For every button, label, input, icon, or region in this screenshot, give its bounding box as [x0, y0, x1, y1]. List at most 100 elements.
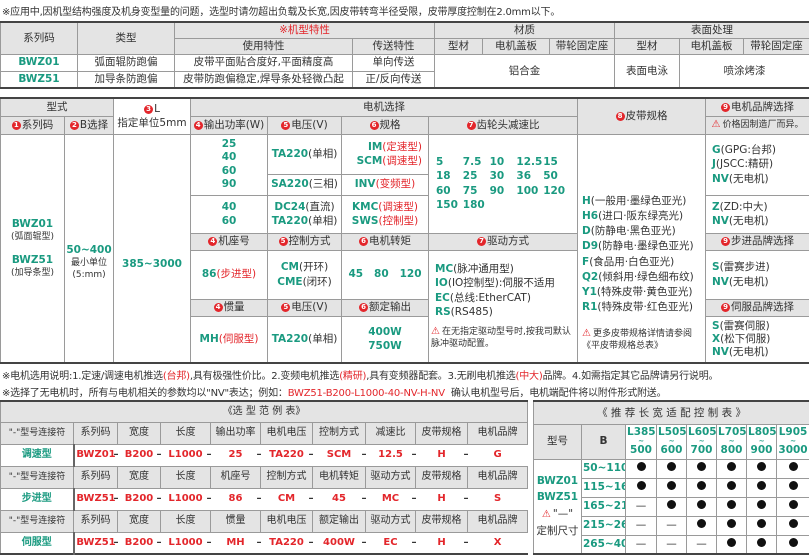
ratio-value: 180 [462, 198, 485, 211]
series-code: BWZ01 [11, 217, 54, 230]
custom-dash: — [696, 538, 707, 551]
marker-icon: 5 [281, 120, 291, 130]
label: 更多皮带规格详情请参阅《平皮带规格总表》 [582, 329, 692, 352]
h-rated: 6 额定输出 [341, 298, 429, 317]
brand-a: G(GPG:台邦) J(JSCC:精研) NV(无电机) [705, 133, 809, 196]
tilde: ~ [698, 436, 705, 445]
code: NV [712, 345, 729, 358]
available-dot-icon [727, 462, 736, 472]
example-code: 25 [211, 444, 261, 466]
code: NV [712, 275, 729, 288]
belt-item: F(食品用·白色亚光) [582, 255, 704, 270]
spec-a1: IM(定速型) SCM(调速型) [341, 133, 429, 175]
belt-item: R1(特殊皮带·红色亚光) [582, 300, 704, 315]
available-dot-icon [788, 538, 798, 548]
fit-cell: — [656, 515, 687, 536]
h-inertia: 4 惯量 [190, 298, 268, 317]
power-value: 25 [221, 138, 237, 151]
label: 电压(V) [291, 118, 328, 131]
code: MH [199, 333, 219, 346]
h-seat: 带轮固定座 [549, 37, 615, 55]
desc: (无电机) [728, 215, 769, 227]
label: 输出功率(W) [203, 118, 265, 131]
h-ratio: 7 齿轮头减速比 [428, 115, 578, 135]
desc: (变频型) [375, 178, 416, 191]
recommend-table: 《 推 荐 长 宽 适 配 控 制 表 》 型号 B L385 ~500 L505 ~… [532, 400, 809, 555]
label: "—" [552, 508, 574, 521]
recommend-row: BWZ01 BWZ51 ⚠ "—" 定制尺寸 50~110 [533, 458, 809, 555]
marker-icon: 5 [281, 303, 291, 313]
available-dot-icon [697, 481, 706, 491]
belt-cell: H(一般用·墨绿色亚光) H6(进口·阪东绿亮光) D(防静电·黑色亚光) D9(防静… [577, 133, 706, 364]
available-dot-icon [757, 519, 766, 529]
h-step-brand: 9 步进品牌选择 [705, 232, 809, 251]
example-header: 宽度 [117, 509, 161, 533]
desc: (RS485) [450, 305, 493, 318]
tilde: ~ [790, 436, 796, 445]
drive-note: ⚠ 在无指定驱动型号时,按我司默认脉冲驱动配置。 [431, 325, 576, 350]
fit-cell [716, 496, 747, 517]
example-code: L1000 [161, 488, 210, 510]
b-range: 165~210 [581, 496, 626, 517]
available-dot-icon [727, 519, 736, 529]
label: 步进品牌选择 [731, 235, 794, 248]
code: IM [367, 140, 383, 153]
fit-cell [686, 496, 717, 517]
spec-b: KMC(调速型) SWS(控制型) [341, 194, 429, 234]
ratio-value: 10 [489, 156, 505, 169]
code: X [712, 332, 721, 345]
code: S [712, 320, 720, 333]
ratio-value: 30 [489, 170, 505, 183]
fit-cell [625, 477, 657, 498]
length-to: 800 [720, 444, 743, 457]
length-from: L605 [688, 425, 717, 438]
fit-cell [656, 477, 687, 498]
marker-icon: 9 [721, 303, 730, 313]
available-dot-icon [727, 500, 736, 510]
label: 皮带规格 [625, 110, 668, 123]
fit-cell [625, 458, 657, 479]
code: H [582, 194, 591, 207]
example-code: MH [211, 532, 260, 554]
available-dot-icon [727, 538, 736, 548]
desc: (三相) [308, 178, 338, 191]
code: CME [277, 275, 303, 288]
label: 驱动方式 [487, 235, 529, 248]
rated-value: 750W [368, 340, 402, 353]
fit-cell [716, 515, 747, 536]
ratio-value: 12.5 [516, 156, 543, 169]
h-frame: 4 机座号 [190, 232, 268, 251]
ratio-value: 120 [543, 184, 566, 197]
recommend-title: 《 推 荐 长 宽 适 配 控 制 表 》 [532, 400, 809, 425]
h-features: ※机型特性 [174, 21, 435, 39]
h-servo-volt: 5 电压(V) [267, 298, 342, 317]
top-note-text: ※应用中,因机型结构强度及机身变型量的问题，选型时请勿超出负载及长宽,因皮带转弯… [2, 7, 561, 18]
drive-cell: MC(脉冲通用型) IO(IO控制型):伺服不适用 EC(总线:EtherCAT… [428, 249, 578, 364]
fit-cell: — [625, 534, 657, 555]
code: D9 [582, 240, 599, 253]
label: 在无指定驱动型号时,按我司默认脉冲驱动配置。 [431, 326, 571, 349]
desc: (ZD:中大) [719, 200, 768, 213]
h-series: 系列码 [0, 21, 78, 55]
label: 电机品牌选择 [731, 101, 794, 114]
marker-icon: 8 [615, 112, 625, 122]
example-title: 《选 型 范 例 表》 [0, 400, 529, 423]
length-from: L805 [748, 425, 777, 438]
desc: (GPG:台邦) [720, 144, 776, 157]
label: 齿轮头减速比 [476, 118, 540, 131]
custom-dash: — [666, 538, 677, 551]
available-dot-icon [727, 481, 736, 491]
t: ,具有变频器配套。3.无刷电机推选 [366, 371, 516, 382]
belt-list: H(一般用·墨绿色亚光) H6(进口·阪东绿亮光) D(防静电·黑色亚光) D9(防静… [582, 194, 704, 316]
h-cover: 电机盖板 [482, 37, 550, 55]
inertia: MH(伺服型) [190, 315, 268, 364]
code: 86 [201, 268, 217, 281]
length-to: 3000 [778, 444, 808, 457]
ratio-value: 50 [543, 170, 558, 183]
fit-cell [775, 496, 809, 517]
power-b: 40 60 [190, 194, 268, 234]
material: 铝合金 [434, 53, 615, 89]
example-header-row: "-"型号连接符 系列码 宽度 长度 机座号 控制方式 电机转矩 驱动方式 皮带规格 电机品牌 [0, 465, 529, 489]
example-code: CM [261, 488, 313, 510]
connector-label: "-"型号连接符 [0, 465, 74, 489]
